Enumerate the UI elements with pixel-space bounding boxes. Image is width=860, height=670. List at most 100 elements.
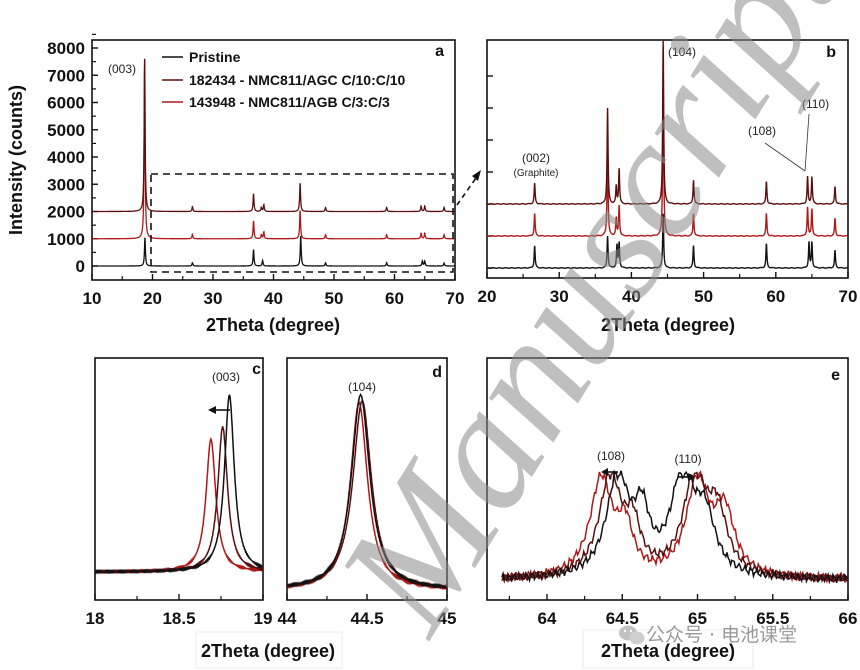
panel-a-x-ticks: 10 20 30 40 50 60 70 bbox=[83, 274, 465, 308]
zoom-connector-arrow bbox=[456, 170, 481, 206]
series-line bbox=[94, 394, 263, 575]
series-line bbox=[92, 235, 455, 267]
panel-a-y-ticks: 0 1000 2000 3000 4000 5000 6000 7000 8000 bbox=[47, 33, 98, 276]
x-tick-label: 18.5 bbox=[162, 609, 195, 628]
series-line bbox=[92, 58, 455, 213]
series-line bbox=[501, 470, 849, 584]
y-tick-label: 3000 bbox=[47, 175, 85, 194]
y-tick-label: 0 bbox=[76, 257, 85, 276]
panel-b-x-ticks: 20 30 40 50 60 70 bbox=[478, 272, 858, 306]
x-tick-label: 30 bbox=[550, 287, 569, 306]
panel-b-leader-108 bbox=[764, 142, 806, 172]
panel-c-series bbox=[94, 394, 264, 575]
panel-a-y-axis-title: Intensity (counts) bbox=[6, 85, 26, 235]
panel-a-annotation-003: (003) bbox=[108, 62, 136, 76]
x-tick-label: 20 bbox=[478, 287, 497, 306]
panel-b-y-ticks bbox=[487, 75, 493, 269]
panel-a-inset-box bbox=[150, 173, 454, 273]
panel-e-frame bbox=[486, 357, 849, 601]
legend-label-pristine: Pristine bbox=[189, 49, 241, 65]
panel-a-x-axis-title: 2Theta (degree) bbox=[206, 315, 340, 335]
y-tick-label: 5000 bbox=[47, 121, 85, 140]
panel-c-letter: c bbox=[252, 361, 261, 378]
panel-b-letter: b bbox=[826, 44, 836, 61]
x-tick-label: 64 bbox=[538, 609, 557, 628]
x-tick-label: 10 bbox=[83, 289, 102, 308]
panel-e-title-box bbox=[582, 629, 754, 669]
x-tick-label: 44.5 bbox=[350, 609, 383, 628]
panel-a-series bbox=[92, 58, 455, 267]
panel-b-leader-110 bbox=[804, 113, 810, 172]
panel-b-annotation-graphite: (Graphite) bbox=[513, 168, 558, 179]
y-tick-label: 8000 bbox=[47, 39, 85, 58]
panel-b: 20 30 40 50 60 70 b (002) (Graphite) (104) (1… bbox=[478, 39, 858, 335]
x-tick-label: 45 bbox=[438, 609, 457, 628]
panel-d-series bbox=[286, 392, 448, 591]
panel-cd-title-box bbox=[195, 631, 343, 669]
x-tick-label: 70 bbox=[839, 287, 858, 306]
x-tick-label: 60 bbox=[385, 289, 404, 308]
x-tick-label: 70 bbox=[446, 289, 465, 308]
panel-e-arrow-right-icon bbox=[678, 473, 695, 481]
series-line bbox=[486, 76, 849, 237]
panel-cd-x-axis-title: 2Theta (degree) bbox=[201, 641, 335, 661]
panel-c-frame bbox=[94, 357, 264, 601]
x-tick-label: 20 bbox=[143, 289, 162, 308]
y-tick-label: 7000 bbox=[47, 66, 85, 85]
panel-b-annotation-110: (110) bbox=[802, 97, 829, 111]
series-line bbox=[501, 469, 848, 585]
panel-e-annotation-108: (108) bbox=[597, 449, 625, 463]
panel-a: 0 1000 2000 3000 4000 5000 6000 7000 8000 10 20 30… bbox=[6, 33, 465, 335]
x-tick-label: 64.5 bbox=[606, 609, 639, 628]
social-watermark-text: 公众号 · 电池课堂 bbox=[646, 624, 797, 646]
y-tick-label: 4000 bbox=[47, 148, 85, 167]
panel-e-x-axis-title: 2Theta (degree) bbox=[601, 641, 735, 661]
x-tick-label: 50 bbox=[694, 287, 713, 306]
panel-d-x-ticks: 44 44.5 45 bbox=[278, 594, 457, 628]
series-line bbox=[94, 426, 264, 575]
x-tick-label: 50 bbox=[325, 289, 344, 308]
wechat-icon bbox=[619, 625, 645, 645]
legend-label-182434: 182434 - NMC811/AGC C/10:C/10 bbox=[189, 72, 406, 88]
x-tick-label: 40 bbox=[264, 289, 283, 308]
panel-d-letter: d bbox=[432, 364, 442, 381]
x-tick-label: 60 bbox=[766, 287, 785, 306]
series-line bbox=[286, 392, 448, 590]
panel-e: 64 64.5 65 65.5 66 e (108) (110) bbox=[486, 357, 858, 628]
x-tick-label: 30 bbox=[204, 289, 223, 308]
x-tick-label: 19 bbox=[254, 609, 273, 628]
panel-e-annotation-110: (110) bbox=[674, 452, 701, 466]
panel-e-letter: e bbox=[831, 367, 840, 384]
panel-a-letter: a bbox=[435, 43, 444, 60]
x-tick-label: 18 bbox=[86, 609, 105, 628]
panel-e-x-ticks: 64 64.5 65 65.5 66 bbox=[508, 594, 858, 628]
x-tick-label: 65 bbox=[688, 609, 707, 628]
panel-b-x-axis-title: 2Theta (degree) bbox=[601, 315, 735, 335]
panel-b-annotation-108: (108) bbox=[748, 124, 776, 138]
panel-e-series bbox=[501, 469, 849, 585]
x-tick-label: 44 bbox=[278, 609, 297, 628]
legend: Pristine 182434 - NMC811/AGC C/10:C/10 1… bbox=[162, 49, 406, 110]
legend-label-143948: 143948 - NMC811/AGB C/3:C/3 bbox=[189, 94, 390, 110]
x-tick-label: 40 bbox=[622, 287, 641, 306]
y-tick-label: 6000 bbox=[47, 94, 85, 113]
series-line bbox=[487, 213, 849, 269]
series-line bbox=[486, 40, 849, 205]
series-line bbox=[92, 58, 455, 240]
panel-e-arrow-left-icon bbox=[601, 468, 618, 476]
panel-b-annotation-002: (002) bbox=[522, 151, 550, 165]
panel-c: 18 18.5 19 c (003) bbox=[86, 357, 273, 628]
x-tick-label: 66 bbox=[839, 609, 858, 628]
social-watermark: 公众号 · 电池课堂 bbox=[619, 624, 797, 646]
panel-c-shift-arrow-icon bbox=[208, 406, 230, 414]
panel-c-annotation-003: (003) bbox=[212, 370, 240, 384]
panel-d: 44 44.5 45 d (104) bbox=[278, 357, 457, 628]
panel-d-annotation-104: (104) bbox=[348, 380, 376, 394]
panel-b-annotation-104: (104) bbox=[668, 45, 696, 59]
y-tick-label: 1000 bbox=[47, 230, 85, 249]
y-tick-label: 2000 bbox=[47, 203, 85, 222]
panel-b-series bbox=[486, 40, 849, 269]
panel-c-x-ticks: 18 18.5 19 bbox=[86, 594, 273, 628]
x-tick-label: 65.5 bbox=[756, 609, 789, 628]
